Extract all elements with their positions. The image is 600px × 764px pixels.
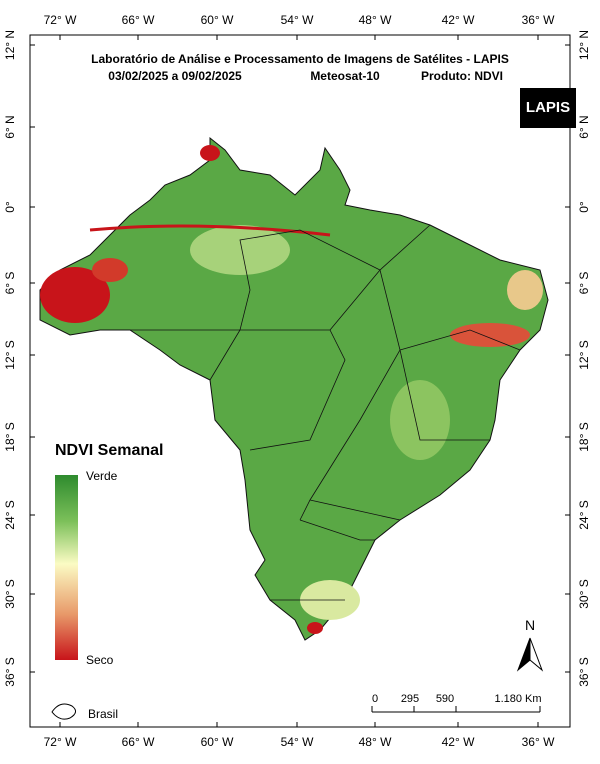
longitude-label: 42° W — [442, 735, 475, 749]
latitude-label: 18° S — [577, 422, 591, 451]
state-borders — [100, 224, 521, 601]
latitude-label: 12° N — [577, 30, 591, 60]
subtitle-satellite: Meteosat-10 — [310, 69, 380, 83]
latitude-label: 30° S — [3, 579, 17, 608]
latitude-label: 36° S — [577, 657, 591, 686]
longitude-label: 48° W — [359, 13, 392, 27]
latitude-label: 18° S — [3, 422, 17, 451]
longitude-label: 60° W — [201, 735, 234, 749]
latitude-label: 0° — [3, 201, 17, 213]
subtitle-dates: 03/02/2025 a 09/02/2025 — [108, 69, 242, 83]
longitude-label: 36° W — [522, 13, 555, 27]
latitude-label: 36° S — [3, 657, 17, 686]
longitude-label: 48° W — [359, 735, 392, 749]
north-label: N — [525, 617, 535, 633]
longitude-label: 72° W — [44, 735, 77, 749]
longitude-label: 66° W — [122, 13, 155, 27]
logo: LAPIS — [526, 99, 570, 116]
longitude-label: 60° W — [201, 13, 234, 27]
latitude-label: 0° — [577, 201, 591, 213]
longitude-label: 42° W — [442, 13, 475, 27]
legend-ramp — [55, 475, 78, 660]
subtitle-product: Produto: NDVI — [421, 69, 503, 83]
latitude-label: 30° S — [577, 579, 591, 608]
latitude-label: 24° S — [577, 500, 591, 529]
longitude-label: 36° W — [522, 735, 555, 749]
longitude-label: 66° W — [122, 735, 155, 749]
legend-title: NDVI Semanal — [55, 442, 163, 459]
scale-label: 590 — [436, 693, 454, 705]
latitude-label: 12° S — [3, 340, 17, 369]
scale-bar — [371, 706, 541, 713]
latitude-label: 6° N — [577, 115, 591, 138]
longitude-label: 72° W — [44, 13, 77, 27]
scale-label: 295 — [401, 693, 419, 705]
longitude-label: 54° W — [281, 13, 314, 27]
latitude-label: 6° S — [577, 272, 591, 295]
latitude-label: 12° S — [577, 340, 591, 369]
inset-label: Brasil — [88, 707, 118, 721]
latitude-label: 6° N — [3, 115, 17, 138]
logo-box — [520, 88, 576, 128]
map-title: Laboratório de Análise e Processamento d… — [91, 52, 509, 66]
north-arrow — [529, 637, 544, 672]
legend-high: Verde — [86, 469, 118, 483]
latitude-label: 12° N — [3, 30, 17, 60]
latitude-label: 24° S — [3, 500, 17, 529]
longitude-label: 54° W — [281, 735, 314, 749]
scale-label: 1.180 Km — [494, 693, 541, 705]
inset-outline — [51, 703, 76, 720]
latitude-label: 6° S — [3, 272, 17, 295]
scale-label: 0 — [372, 693, 378, 705]
legend-low: Seco — [86, 653, 114, 667]
